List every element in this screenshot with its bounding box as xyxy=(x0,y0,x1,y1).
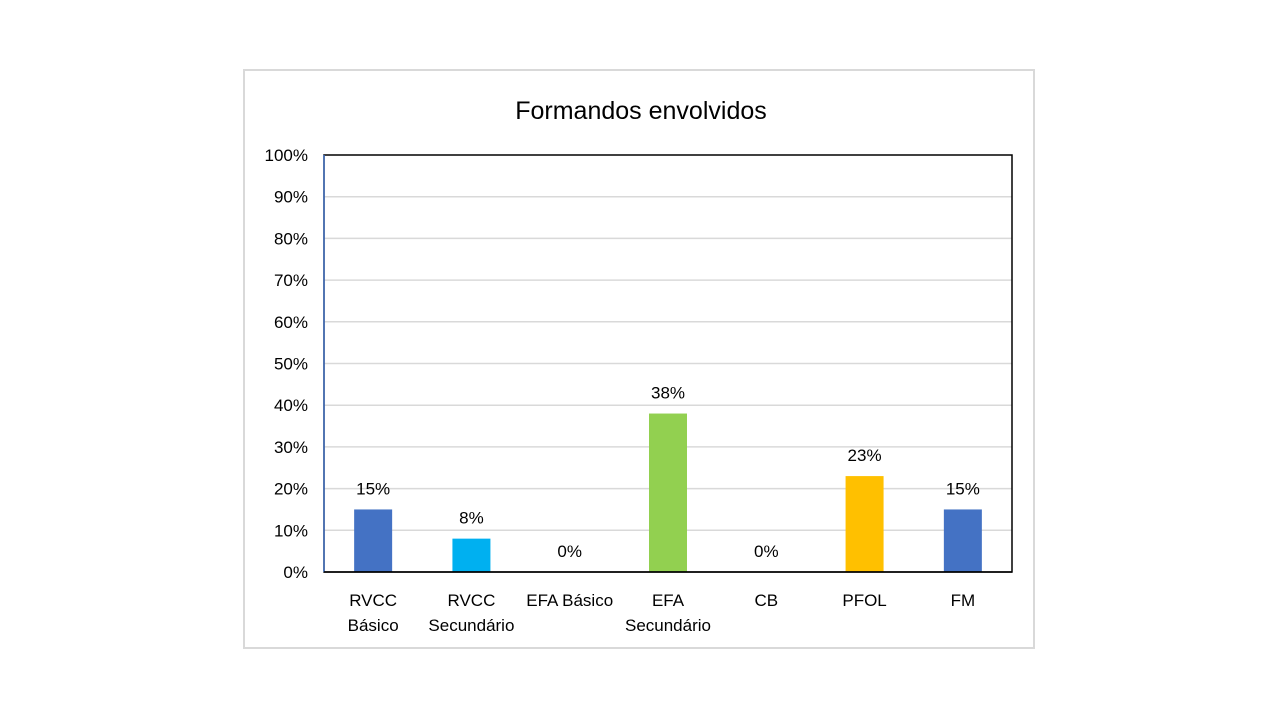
chart-title: Formandos envolvidos xyxy=(515,97,767,125)
y-tick-label: 20% xyxy=(274,480,308,499)
x-tick-label: Secundário xyxy=(428,616,514,635)
bar xyxy=(354,509,393,572)
y-tick-label: 10% xyxy=(274,521,308,540)
plot-area-border xyxy=(323,154,1013,573)
value-label: 8% xyxy=(459,509,484,528)
y-tick-label: 70% xyxy=(274,271,308,290)
y-axis-ticks: 0% 10% 20% 30% 40% 50% 60% 70% 80% 90% 100% xyxy=(265,146,308,582)
bars xyxy=(354,413,982,572)
value-label: 38% xyxy=(651,384,685,403)
y-tick-label: 0% xyxy=(283,563,308,582)
bar xyxy=(943,509,982,572)
y-tick-label: 50% xyxy=(274,355,308,374)
x-tick-label: EFA Básico xyxy=(526,591,613,610)
x-axis-labels: RVCC Básico RVCC Secundário EFA Básico EFA Sec… xyxy=(348,591,976,635)
value-label: 0% xyxy=(557,542,582,561)
x-tick-label: FM xyxy=(951,591,976,610)
value-labels: 15% 8% 0% 38% 0% 23% 15% xyxy=(356,384,980,561)
x-tick-label: CB xyxy=(754,591,778,610)
x-tick-label: Básico xyxy=(348,616,399,635)
x-tick-label: PFOL xyxy=(842,591,886,610)
x-tick-label: Secundário xyxy=(625,616,711,635)
y-tick-label: 80% xyxy=(274,229,308,248)
value-label: 15% xyxy=(356,479,390,498)
y-tick-label: 40% xyxy=(274,396,308,415)
value-label: 15% xyxy=(946,479,980,498)
y-tick-label: 90% xyxy=(274,188,308,207)
gridlines xyxy=(324,195,1012,532)
value-label: 0% xyxy=(754,542,779,561)
value-label: 23% xyxy=(848,446,882,465)
bar xyxy=(845,476,884,572)
y-tick-label: 30% xyxy=(274,438,308,457)
x-tick-label: RVCC xyxy=(349,591,397,610)
y-tick-label: 60% xyxy=(274,313,308,332)
x-tick-label: EFA xyxy=(652,591,685,610)
y-tick-label: 100% xyxy=(265,146,308,165)
bar xyxy=(649,413,687,572)
bar-chart: Formandos envolvidos 0% 10% 20% 30% 40% 50% 60… xyxy=(265,97,1013,635)
chart-frame: Formandos envolvidos 0% 10% 20% 30% 40% 50% 60… xyxy=(243,69,1035,649)
bar xyxy=(452,538,491,572)
x-tick-label: RVCC xyxy=(447,591,495,610)
